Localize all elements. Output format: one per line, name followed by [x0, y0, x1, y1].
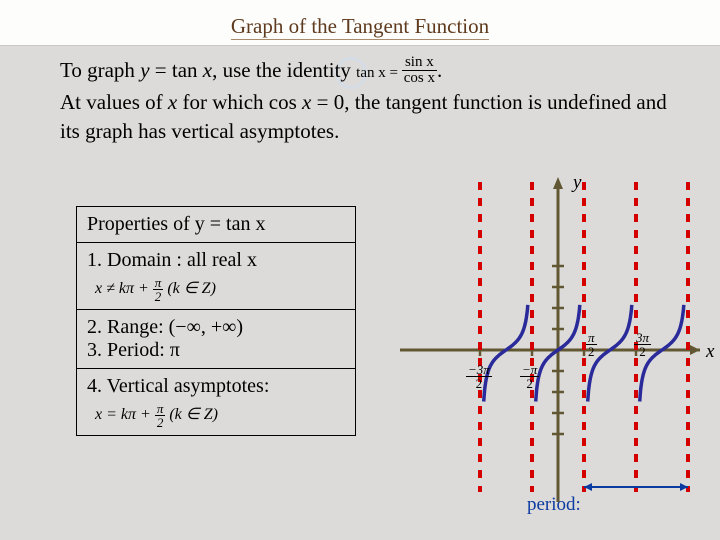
intro-text: To graph y = tan x, use the identity tan… [60, 56, 680, 146]
prop-range: 2. Range: (−∞, +∞) 3. Period: π [77, 310, 355, 369]
prop-domain: 1. Domain : all real x x ≠ kπ + π2 (k ∈ … [77, 243, 355, 310]
tick-minus-pi-2: −π2 [520, 363, 539, 390]
tick-pi-2: π2 [586, 331, 597, 358]
properties-box: Properties of y = tan x 1. Domain : all … [76, 206, 356, 436]
tick-minus-3pi-2: −3π2 [466, 363, 492, 390]
prop-asymptotes: 4. Vertical asymptotes: x = kπ + π2 (k ∈… [77, 369, 355, 435]
tangent-graph [400, 172, 700, 502]
x-axis-label: x [706, 341, 714, 363]
page-title: Graph of the Tangent Function [0, 14, 720, 39]
props-header: Properties of y = tan x [77, 207, 355, 243]
tick-3pi-2: 3π2 [634, 331, 651, 358]
